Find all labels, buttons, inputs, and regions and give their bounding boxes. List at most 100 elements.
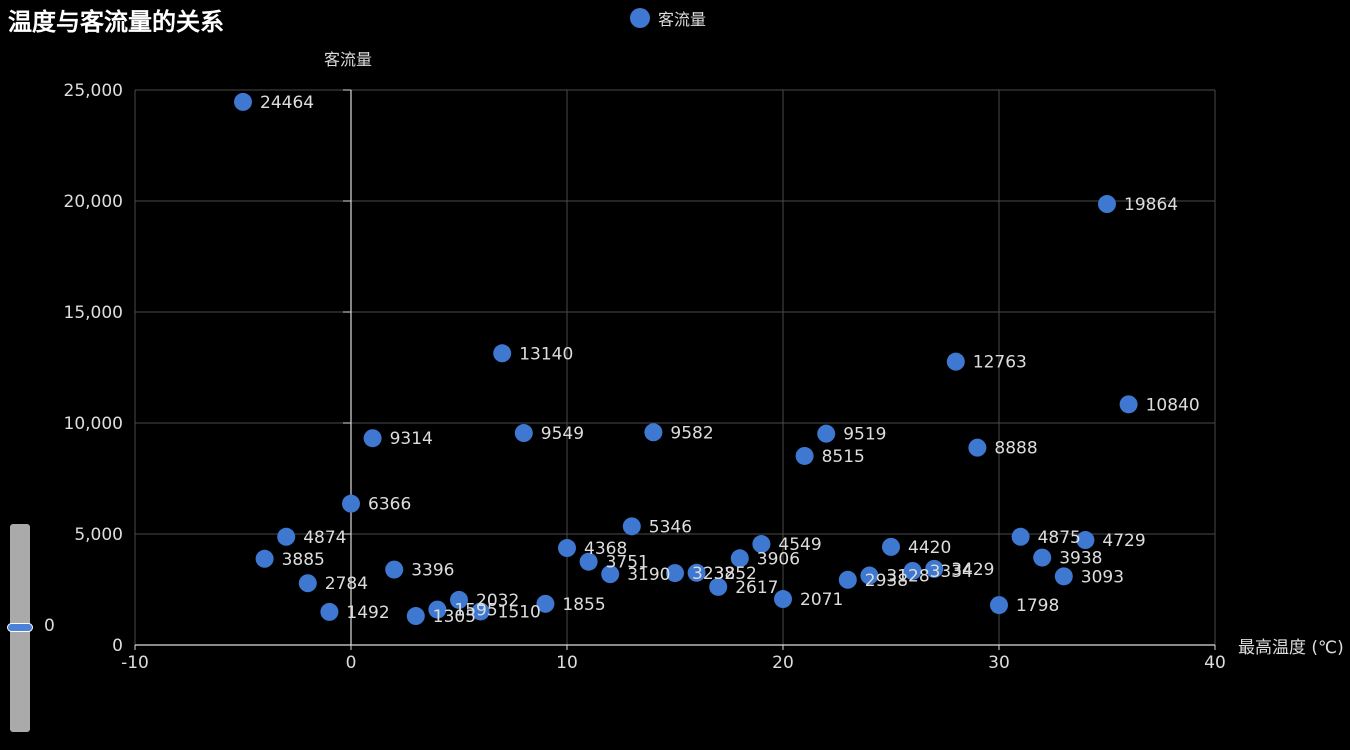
x-tick-label: 10 [556, 653, 578, 673]
data-label: 4875 [1038, 528, 1081, 548]
y-tick-label: 5,000 [74, 525, 123, 545]
scatter-point[interactable] [406, 607, 425, 626]
data-label: 3429 [951, 560, 994, 580]
x-tick-label: 30 [988, 653, 1010, 673]
data-label: 3906 [757, 549, 800, 569]
points-layer [234, 92, 1138, 626]
data-label: 1305 [433, 607, 476, 627]
x-axis-title: 最高温度 (℃) [1238, 638, 1344, 658]
scatter-point[interactable] [774, 590, 792, 609]
scatter-point[interactable] [860, 566, 879, 585]
data-label: 9519 [843, 425, 886, 445]
scatter-point[interactable] [514, 424, 533, 443]
axis-layer: -10 0 10 20 30 4005,00010,00015,00020,00025,0… [64, 81, 1226, 673]
data-label: 3190 [627, 565, 670, 585]
y-tick-label: 20,000 [64, 192, 123, 212]
scatter-point[interactable] [579, 552, 598, 571]
data-label: 12763 [973, 353, 1027, 373]
scatter-point[interactable] [1076, 531, 1095, 550]
scatter-point[interactable] [1011, 527, 1030, 546]
scatter-point[interactable] [817, 424, 836, 443]
scatter-point[interactable] [990, 596, 1008, 615]
data-label: 2617 [735, 578, 778, 598]
data-label: 1595 [454, 601, 497, 621]
data-label: 3751 [606, 553, 649, 573]
scatter-point[interactable] [363, 429, 382, 448]
scatter-point[interactable] [946, 352, 965, 371]
scatter-point[interactable] [1119, 395, 1138, 414]
data-label: 19864 [1124, 195, 1178, 215]
scatter-point[interactable] [795, 446, 814, 465]
visual-map-value: 0 [44, 616, 55, 636]
scatter-point[interactable] [298, 574, 317, 593]
y-axis-title: 客流量 [324, 50, 373, 69]
scatter-point[interactable] [536, 594, 555, 613]
scatter-point[interactable] [882, 537, 900, 556]
scatter-point[interactable] [838, 570, 857, 589]
y-tick-label: 15,000 [64, 303, 123, 323]
data-label: 4420 [908, 538, 951, 558]
data-label: 3128 [886, 567, 929, 587]
scatter-point[interactable] [644, 423, 663, 442]
data-label: 3334 [930, 562, 973, 582]
scatter-point[interactable] [277, 527, 296, 546]
scatter-point[interactable] [493, 344, 512, 363]
scatter-point[interactable] [1098, 195, 1116, 214]
data-label: 8515 [822, 447, 865, 467]
scatter-point[interactable] [601, 565, 620, 584]
data-label: 1510 [498, 602, 541, 622]
data-label: 5346 [649, 517, 692, 537]
data-label: 1492 [346, 603, 389, 623]
legend[interactable]: 客流量 [630, 6, 706, 30]
scatter-point[interactable] [385, 560, 404, 579]
scatter-point[interactable] [903, 561, 922, 580]
scatter-point[interactable] [752, 535, 771, 554]
x-tick-label: 0 [346, 653, 357, 673]
data-label: 4729 [1102, 531, 1145, 551]
scatter-point[interactable] [730, 549, 749, 568]
data-label: 9549 [541, 424, 584, 444]
data-label: 3093 [1081, 567, 1124, 587]
scatter-point[interactable] [1054, 567, 1073, 586]
data-label: 1855 [562, 595, 605, 615]
x-tick-label: 20 [772, 653, 794, 673]
scatter-point[interactable] [622, 517, 641, 536]
scatter-point[interactable] [342, 494, 360, 513]
scatter-point[interactable] [471, 602, 490, 621]
data-label: 3252 [714, 564, 757, 584]
scatter-point[interactable] [925, 559, 944, 578]
data-label: 8888 [994, 439, 1037, 459]
data-label: 1798 [1016, 596, 1059, 616]
data-label: 2784 [325, 574, 368, 594]
data-label: 3396 [411, 561, 454, 581]
data-label: 2032 [476, 591, 519, 611]
data-label: 24464 [260, 93, 314, 113]
scatter-point[interactable] [1033, 548, 1052, 567]
scatter-point[interactable] [255, 549, 274, 568]
visual-map-slider-handle[interactable] [7, 623, 33, 632]
data-label: 4549 [778, 535, 821, 555]
data-label: 6366 [368, 495, 411, 515]
x-tick-label: -10 [121, 653, 149, 673]
scatter-point[interactable] [968, 438, 987, 457]
data-label: 2071 [800, 590, 843, 610]
scatter-point[interactable] [687, 563, 706, 582]
data-label: 4368 [584, 539, 627, 559]
data-label: 3885 [282, 550, 325, 570]
y-tick-label: 0 [112, 636, 123, 656]
data-label: 9314 [390, 429, 433, 449]
data-label: 3238 [692, 564, 735, 584]
scatter-point[interactable] [558, 539, 576, 558]
data-label: 13140 [519, 344, 573, 364]
scatter-point[interactable] [450, 590, 468, 609]
data-label: 4874 [303, 528, 346, 548]
x-tick-label: 40 [1204, 653, 1226, 673]
scatter-point[interactable] [234, 92, 252, 111]
scatter-point[interactable] [666, 564, 684, 583]
scatter-point[interactable] [320, 602, 339, 621]
scatter-point[interactable] [428, 600, 447, 619]
scatter-point[interactable] [709, 577, 728, 596]
